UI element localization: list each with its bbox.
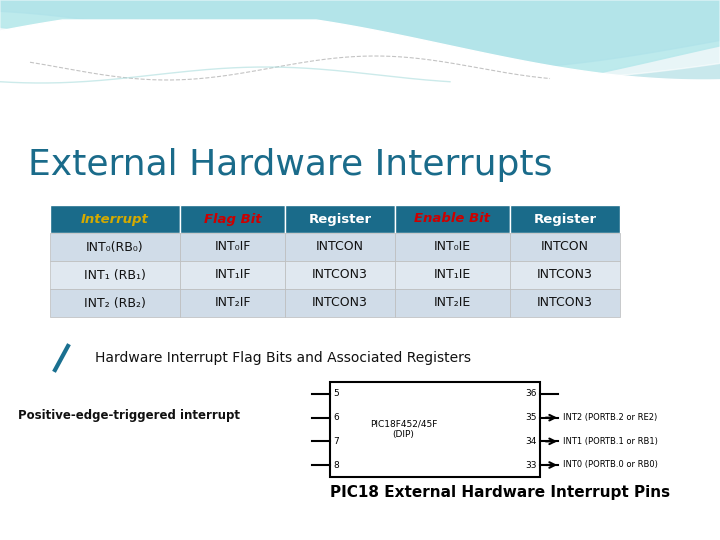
- Polygon shape: [0, 0, 720, 70]
- Bar: [395, 289, 510, 317]
- Text: Positive-edge-triggered interrupt: Positive-edge-triggered interrupt: [18, 408, 240, 422]
- Text: INTCON: INTCON: [316, 240, 364, 253]
- Text: 36: 36: [526, 389, 537, 399]
- Text: Flag Bit: Flag Bit: [204, 213, 261, 226]
- Text: INTCON3: INTCON3: [312, 296, 368, 309]
- Text: 35: 35: [526, 413, 537, 422]
- Bar: [285, 261, 395, 289]
- Bar: [510, 233, 620, 261]
- Polygon shape: [0, 0, 720, 80]
- Bar: [395, 261, 510, 289]
- Text: 34: 34: [526, 437, 537, 446]
- Text: INTCON3: INTCON3: [312, 268, 368, 281]
- Bar: [50, 261, 180, 289]
- Bar: [0, 0, 720, 95]
- Bar: [510, 205, 620, 233]
- Text: INT₁ (RB₁): INT₁ (RB₁): [84, 268, 146, 281]
- Bar: [285, 233, 395, 261]
- Text: Register: Register: [308, 213, 372, 226]
- Bar: [285, 205, 395, 233]
- Text: 7: 7: [333, 437, 338, 446]
- Text: INT₁IE: INT₁IE: [434, 268, 471, 281]
- Text: Enable Bit: Enable Bit: [415, 213, 490, 226]
- Bar: [50, 205, 180, 233]
- Text: 33: 33: [526, 461, 537, 469]
- Text: INT2 (PORTB.2 or RE2): INT2 (PORTB.2 or RE2): [563, 413, 657, 422]
- Text: 6: 6: [333, 413, 338, 422]
- Text: INT₀(RB₀): INT₀(RB₀): [86, 240, 144, 253]
- Bar: [285, 289, 395, 317]
- Text: INT0 (PORTB.0 or RB0): INT0 (PORTB.0 or RB0): [563, 461, 658, 469]
- Text: INT₀IF: INT₀IF: [215, 240, 251, 253]
- Bar: [180, 261, 285, 289]
- Bar: [395, 205, 510, 233]
- Bar: [395, 233, 510, 261]
- Text: External Hardware Interrupts: External Hardware Interrupts: [28, 148, 552, 182]
- Text: INT1 (PORTB.1 or RB1): INT1 (PORTB.1 or RB1): [563, 437, 658, 446]
- Text: PIC18F452/45F
(DIP): PIC18F452/45F (DIP): [370, 420, 437, 439]
- Text: Hardware Interrupt Flag Bits and Associated Registers: Hardware Interrupt Flag Bits and Associa…: [95, 351, 471, 365]
- Text: PIC18 External Hardware Interrupt Pins: PIC18 External Hardware Interrupt Pins: [330, 485, 670, 501]
- Bar: [180, 233, 285, 261]
- Bar: [180, 289, 285, 317]
- Text: INT₁IF: INT₁IF: [215, 268, 251, 281]
- Text: INT₂ (RB₂): INT₂ (RB₂): [84, 296, 146, 309]
- Bar: [510, 261, 620, 289]
- Text: 5: 5: [333, 389, 338, 399]
- Polygon shape: [0, 0, 720, 95]
- Bar: [330, 382, 540, 477]
- Text: INT₂IE: INT₂IE: [434, 296, 471, 309]
- Bar: [510, 289, 620, 317]
- Bar: [50, 233, 180, 261]
- Text: INT₀IE: INT₀IE: [434, 240, 471, 253]
- Polygon shape: [0, 20, 720, 540]
- Text: 8: 8: [333, 461, 338, 469]
- Text: INTCON3: INTCON3: [537, 296, 593, 309]
- Text: INT₂IF: INT₂IF: [215, 296, 251, 309]
- Text: Register: Register: [534, 213, 597, 226]
- Text: Interrupt: Interrupt: [81, 213, 149, 226]
- Text: INTCON3: INTCON3: [537, 268, 593, 281]
- Bar: [50, 289, 180, 317]
- Text: INTCON: INTCON: [541, 240, 589, 253]
- Bar: [180, 205, 285, 233]
